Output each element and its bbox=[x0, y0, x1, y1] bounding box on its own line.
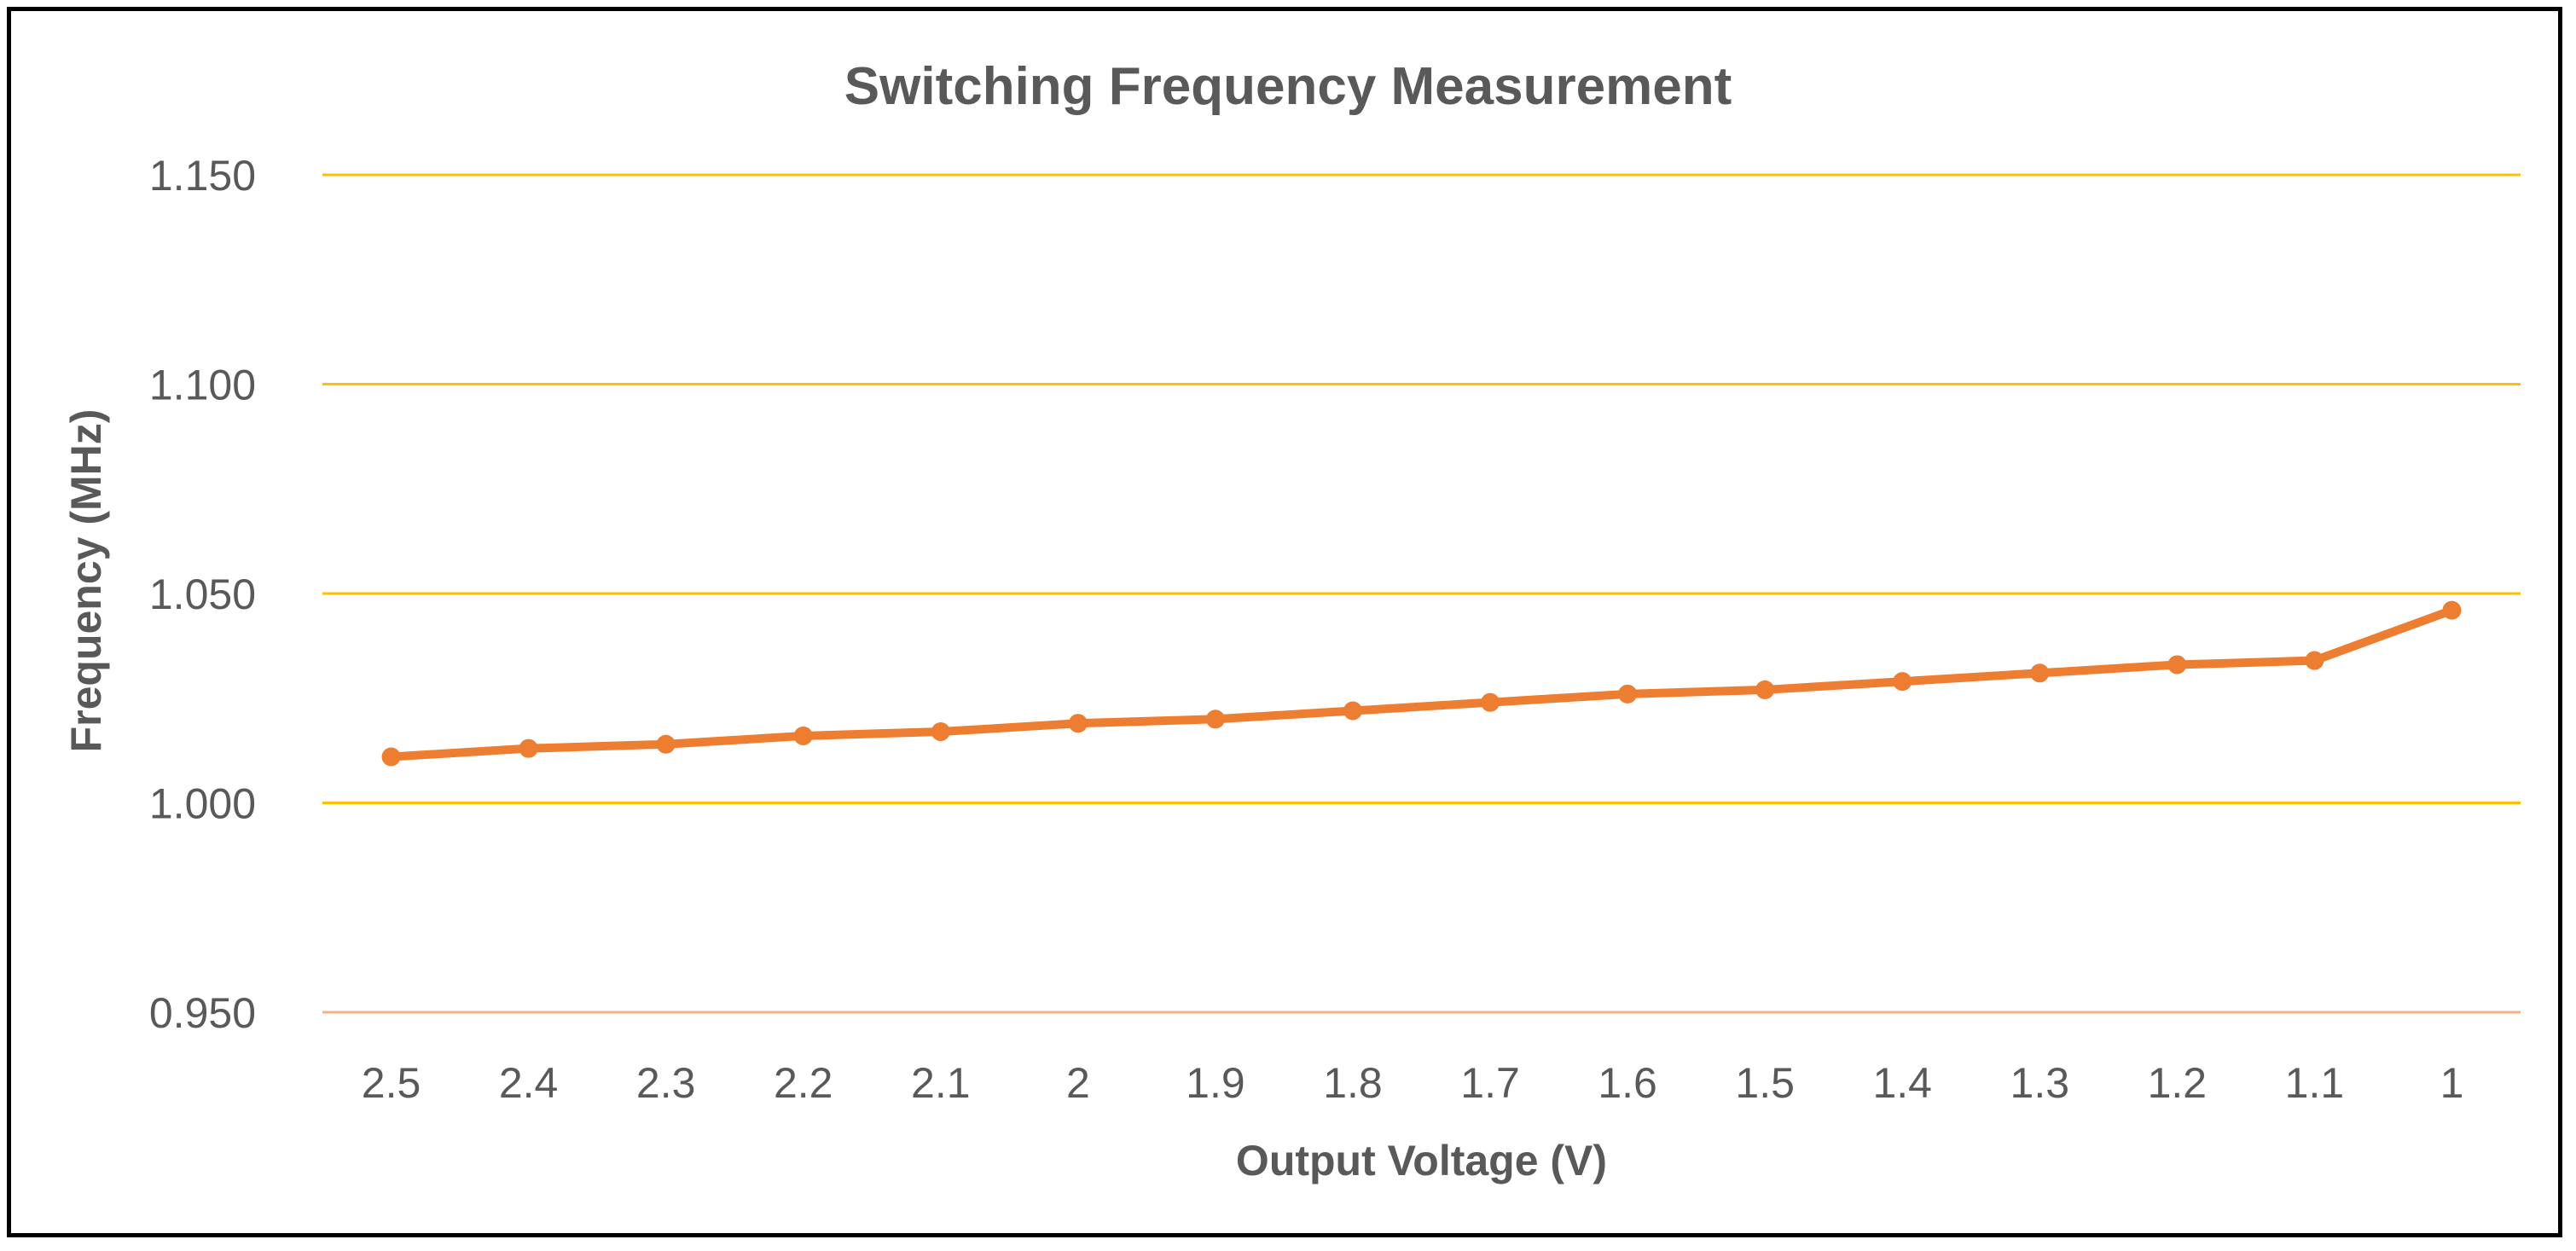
gridlines bbox=[322, 173, 2521, 1014]
data-point bbox=[1205, 709, 1225, 729]
data-point bbox=[519, 738, 538, 758]
y-tick-label: 1.000 bbox=[149, 780, 256, 828]
data-point bbox=[793, 726, 813, 745]
x-axis-label: Output Voltage (V) bbox=[1236, 1137, 1607, 1184]
x-tick-label: 1.7 bbox=[1460, 1059, 1520, 1107]
x-tick-label: 2.4 bbox=[499, 1059, 559, 1107]
y-tick-label: 0.950 bbox=[149, 989, 256, 1037]
x-tick-label: 1.2 bbox=[2148, 1059, 2208, 1107]
data-point bbox=[1481, 692, 1500, 712]
data-point bbox=[2442, 600, 2462, 620]
data-point bbox=[2305, 651, 2324, 670]
data-point bbox=[1068, 714, 1088, 733]
x-tick-label: 2.5 bbox=[362, 1059, 421, 1107]
chart-frame bbox=[7, 7, 2562, 1237]
y-tick-label: 1.050 bbox=[149, 570, 256, 618]
data-point bbox=[2167, 655, 2187, 675]
x-tick-label: 1.9 bbox=[1186, 1059, 1245, 1107]
x-tick-label: 1.1 bbox=[2285, 1059, 2345, 1107]
x-tick-label: 1 bbox=[2440, 1059, 2464, 1107]
x-tick-label: 1.8 bbox=[1323, 1059, 1383, 1107]
x-tick-label: 1.6 bbox=[1598, 1059, 1657, 1107]
data-point bbox=[1755, 680, 1775, 699]
data-point bbox=[656, 734, 676, 754]
data-point bbox=[1343, 701, 1362, 721]
chart-title: Switching Frequency Measurement bbox=[844, 57, 1732, 116]
x-tick-label: 2 bbox=[1066, 1059, 1090, 1107]
x-tick-label: 1.5 bbox=[1735, 1059, 1795, 1107]
y-tick-label: 1.150 bbox=[149, 152, 256, 200]
data-point bbox=[931, 722, 950, 742]
data-points bbox=[381, 600, 2462, 767]
y-tick-labels: 0.950 1.000 1.050 1.100 1.150 bbox=[149, 152, 256, 1037]
data-point bbox=[1618, 684, 1638, 704]
data-point bbox=[2030, 663, 2050, 683]
x-tick-label: 1.3 bbox=[2010, 1059, 2070, 1107]
x-tick-label: 2.1 bbox=[911, 1059, 971, 1107]
y-axis-label: Frequency (MHz) bbox=[62, 409, 110, 753]
series-line bbox=[386, 605, 2457, 762]
x-tick-label: 2.3 bbox=[636, 1059, 696, 1107]
x-tick-label: 1.4 bbox=[1872, 1059, 1932, 1107]
y-tick-label: 1.100 bbox=[149, 362, 256, 409]
x-tick-label: 2.2 bbox=[774, 1059, 833, 1107]
data-point bbox=[381, 747, 401, 767]
x-tick-labels: 2.5 2.4 2.3 2.2 2.1 2 1.9 1.8 1.7 1.6 1.5 1.4 1.3 1.2… bbox=[362, 1059, 2464, 1107]
data-point bbox=[1893, 672, 1912, 692]
